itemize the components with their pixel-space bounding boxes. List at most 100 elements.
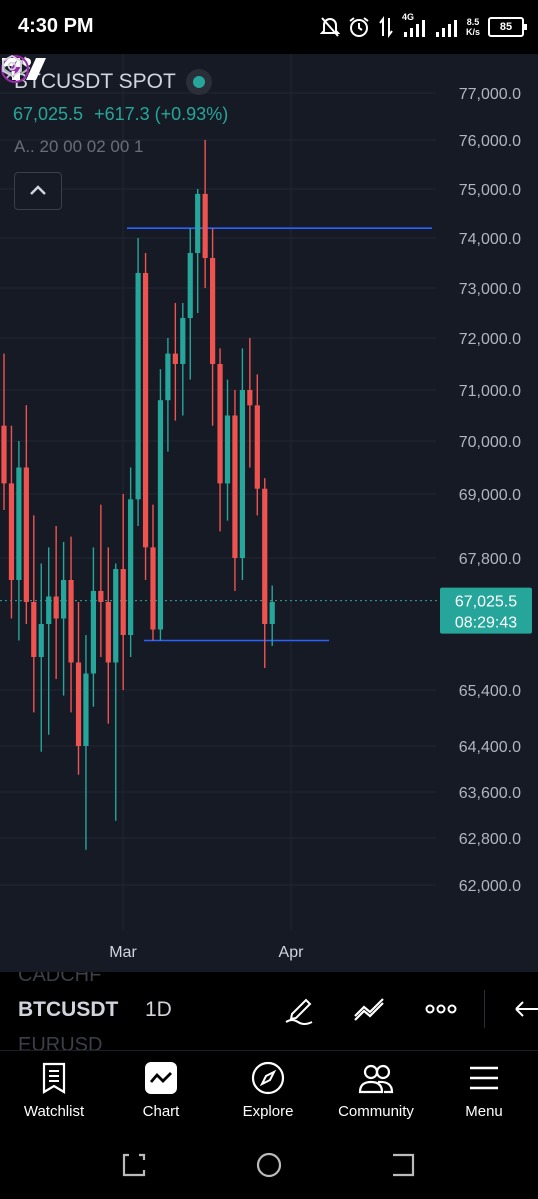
- candle: [210, 228, 216, 426]
- price-tick-label: 64,400.0: [459, 739, 521, 756]
- candle: [180, 303, 186, 416]
- symbol-row[interactable]: BTCUSDT SPOT: [14, 69, 212, 95]
- candle: [165, 338, 171, 452]
- nav-label: Community: [338, 1103, 414, 1120]
- last-price: 67,025.5: [13, 104, 84, 124]
- candle: [262, 478, 268, 668]
- network-speed: 8.5 K/s: [466, 17, 480, 37]
- candle-body: [165, 353, 171, 401]
- network-type: 4G: [401, 12, 414, 22]
- more-icon[interactable]: [424, 992, 458, 1026]
- time-tick-label: Apr: [279, 944, 305, 961]
- toolbar-symbol[interactable]: BTCUSDT: [18, 998, 119, 1021]
- nav-chart[interactable]: Chart: [111, 1061, 211, 1120]
- nav-explore[interactable]: Explore: [218, 1061, 318, 1120]
- home-icon[interactable]: [256, 1152, 282, 1178]
- back-icon[interactable]: [390, 1152, 416, 1178]
- candle: [202, 140, 208, 288]
- recents-icon[interactable]: [121, 1152, 147, 1178]
- candle: [23, 405, 29, 624]
- pen-icon[interactable]: [282, 992, 316, 1026]
- candle-body: [98, 591, 104, 602]
- current-price-value: 67,025.5: [455, 594, 517, 611]
- candle-body: [224, 415, 231, 484]
- candle-body: [46, 596, 52, 624]
- community-icon: [358, 1064, 394, 1094]
- candle-body: [53, 596, 59, 619]
- nav-watchlist[interactable]: Watchlist: [4, 1061, 104, 1120]
- undo-icon[interactable]: [508, 992, 538, 1026]
- candle-body: [187, 253, 193, 318]
- nav-label: Menu: [465, 1103, 503, 1120]
- chart-area[interactable]: 77,000.0 76,000.0 75,000.0 74,000.0 73,000.0…: [0, 54, 538, 972]
- nav-label: Watchlist: [23, 1103, 85, 1120]
- candle: [142, 253, 149, 580]
- collapse-legend-button[interactable]: [14, 172, 62, 210]
- candle-body: [262, 488, 268, 624]
- candle: [157, 369, 164, 641]
- candle: [120, 494, 126, 690]
- candle-body: [128, 499, 134, 635]
- candle: [232, 390, 238, 591]
- candle: [254, 374, 260, 516]
- chart-toolbar: CADCHF BTCUSDT 1D EURUSD: [0, 972, 538, 1050]
- candle-body: [135, 273, 141, 500]
- candle-body: [113, 569, 119, 663]
- candle-body: [83, 673, 89, 746]
- nav-menu[interactable]: Menu: [434, 1061, 534, 1120]
- market-open-icon: [185, 69, 212, 95]
- candle-body: [247, 390, 253, 406]
- price-tick-label: 69,000.0: [459, 487, 521, 504]
- candle: [38, 563, 44, 752]
- candle: [224, 379, 231, 521]
- candle: [269, 585, 275, 646]
- candle-body: [16, 467, 22, 580]
- candle: [135, 238, 141, 526]
- candle-body: [120, 569, 126, 635]
- chart-symbol[interactable]: BTCUSDT SPOT: [14, 70, 176, 93]
- price-chart[interactable]: 77,000.0 76,000.0 75,000.0 74,000.0 73,000.0…: [0, 54, 538, 972]
- nav-label: Explore: [242, 1103, 294, 1120]
- compass-icon: [251, 1061, 285, 1095]
- candle-body: [195, 193, 201, 253]
- settings-icon[interactable]: [0, 54, 24, 78]
- nav-label: Chart: [142, 1103, 180, 1120]
- candle: [53, 526, 59, 679]
- price-row: 67,025.5 +617.3 (+0.93%): [13, 104, 228, 125]
- price-tick-label: 76,000.0: [459, 133, 521, 150]
- bar-countdown: 08:29:43: [455, 615, 517, 632]
- price-tick-label: 65,400.0: [459, 683, 521, 700]
- bell-off-icon: [319, 17, 340, 37]
- candle-body: [1, 425, 7, 484]
- price-tick-label: 74,000.0: [459, 231, 521, 248]
- status-icons: 4G 8.5 K/s 85: [319, 12, 527, 40]
- price-tick-label: 77,000.0: [459, 86, 521, 103]
- indicator-legend[interactable]: A.. 20 00 02 00 1: [14, 137, 144, 156]
- battery-icon: 85: [488, 17, 527, 37]
- price-tick-label: 62,800.0: [459, 831, 521, 848]
- candle-body: [90, 591, 96, 674]
- candle-body: [23, 467, 29, 602]
- candle-body: [254, 405, 260, 489]
- candle-body: [157, 400, 164, 630]
- nav-community[interactable]: Community: [326, 1061, 426, 1120]
- indicators-icon[interactable]: [352, 992, 386, 1026]
- chart-icon: [145, 1062, 177, 1094]
- alarm-icon: [349, 17, 369, 37]
- candle-body: [142, 273, 149, 548]
- candle: [217, 348, 223, 532]
- status-bar: 4:30 PM 4G 8.5 K/s 85: [0, 0, 538, 54]
- price-tick-label: 63,600.0: [459, 785, 521, 802]
- candle: [31, 515, 37, 713]
- candle: [247, 338, 253, 468]
- candle: [128, 467, 134, 657]
- candle: [83, 635, 89, 850]
- speed-value: 8.5: [466, 17, 480, 27]
- candle-body: [180, 318, 186, 364]
- candle: [172, 303, 178, 421]
- candle: [105, 547, 111, 724]
- toolbar-interval[interactable]: 1D: [145, 998, 172, 1021]
- status-time: 4:30 PM: [18, 15, 94, 37]
- candle: [90, 547, 96, 707]
- signal-icon: [403, 20, 425, 37]
